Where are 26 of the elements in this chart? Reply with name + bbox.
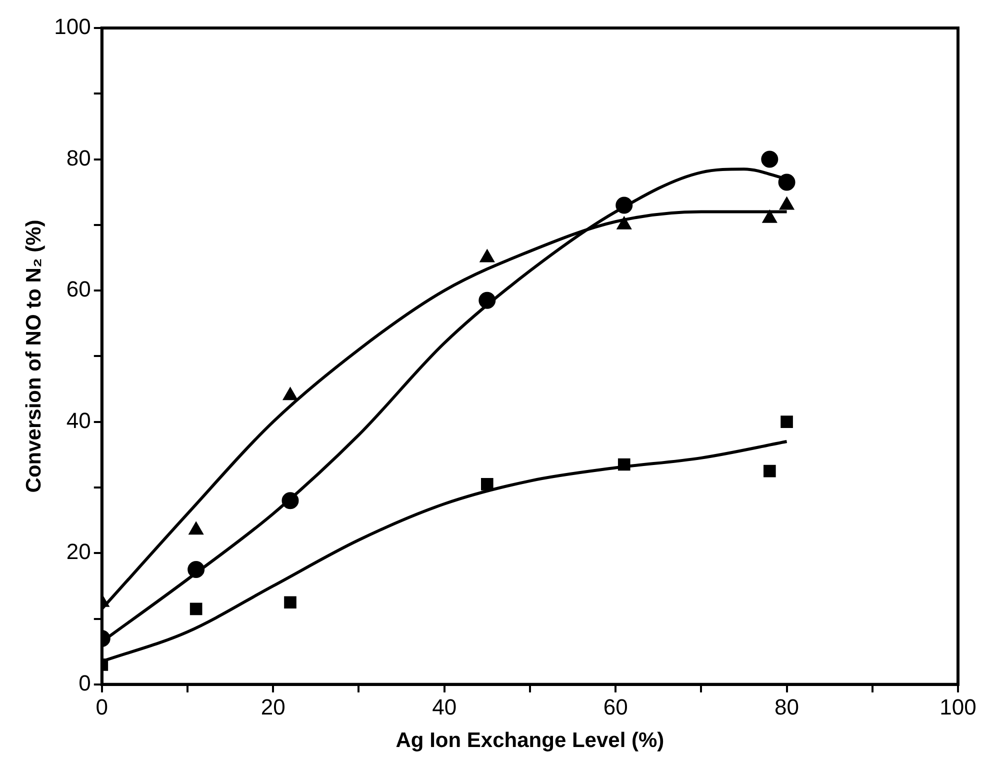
point [778, 174, 796, 191]
point [780, 416, 793, 428]
point [190, 602, 202, 616]
point [761, 150, 778, 168]
y-tick-label: 100 [54, 14, 91, 40]
y-axis-title: Conversion of NO to N₂ (%) [22, 220, 46, 493]
point [616, 196, 633, 214]
x-tick-label: 60 [603, 694, 628, 720]
x-tick-label: 0 [96, 694, 108, 720]
y-tick-label: 60 [66, 276, 91, 302]
point [480, 478, 494, 490]
point [618, 458, 630, 471]
x-tick-label: 20 [260, 694, 286, 720]
y-tick-label: 80 [66, 145, 91, 170]
x-axis-title: Ag Ion Exchange Level (%) [396, 729, 664, 752]
x-tick-label: 100 [940, 694, 976, 720]
y-tick-label: 0 [78, 670, 91, 696]
point [284, 596, 296, 609]
point [478, 292, 496, 309]
point [764, 464, 776, 478]
x-tick-label: 40 [432, 694, 457, 720]
y-tick-label: 20 [66, 539, 91, 564]
x-tick-label: 80 [774, 694, 800, 720]
point [188, 561, 205, 578]
point [282, 492, 299, 510]
y-tick-label: 40 [66, 408, 91, 433]
